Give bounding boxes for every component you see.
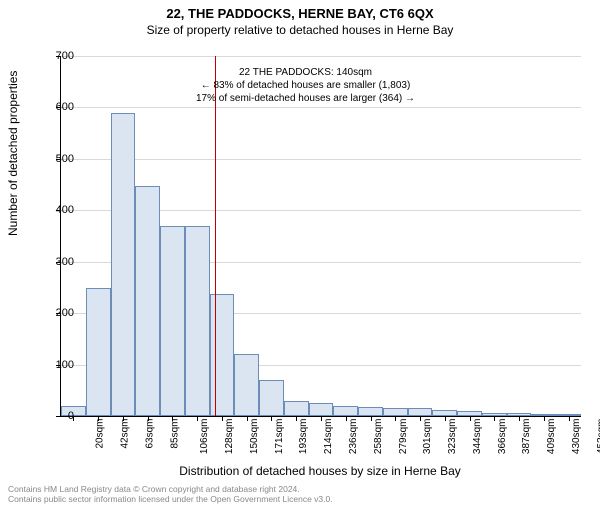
x-tick-label: 171sqm <box>274 419 285 455</box>
x-tick-label: 258sqm <box>373 419 384 455</box>
chart-title: 22, THE PADDOCKS, HERNE BAY, CT6 6QX <box>0 6 600 21</box>
x-tick-label: 409sqm <box>546 419 557 455</box>
annotation-box: 22 THE PADDOCKS: 140sqm← 83% of detached… <box>196 66 415 105</box>
annotation-line1: 22 THE PADDOCKS: 140sqm <box>196 66 415 79</box>
x-tick-label: 20sqm <box>95 419 106 449</box>
gridline <box>61 107 581 108</box>
histogram-bar <box>234 354 259 416</box>
footer-line2: Contains public sector information licen… <box>8 494 333 504</box>
x-tick-label: 430sqm <box>571 419 582 455</box>
histogram-bar <box>383 408 408 416</box>
annotation-line3: 17% of semi-detached houses are larger (… <box>196 92 415 105</box>
x-tick-label: 63sqm <box>144 419 155 449</box>
x-tick-label: 279sqm <box>398 419 409 455</box>
x-tick-mark <box>544 416 545 421</box>
x-tick-label: 214sqm <box>323 419 334 455</box>
annotation-line2: ← 83% of detached houses are smaller (1,… <box>196 79 415 92</box>
x-tick-label: 366sqm <box>497 419 508 455</box>
x-tick-mark <box>420 416 421 421</box>
y-tick-label: 600 <box>34 101 74 113</box>
x-tick-mark <box>296 416 297 421</box>
x-tick-mark <box>346 416 347 421</box>
x-tick-mark <box>321 416 322 421</box>
histogram-bar <box>284 401 309 416</box>
x-tick-label: 85sqm <box>169 419 180 449</box>
y-tick-label: 500 <box>34 153 74 165</box>
y-tick-label: 100 <box>34 359 74 371</box>
x-tick-mark <box>470 416 471 421</box>
x-axis-label: Distribution of detached houses by size … <box>60 464 580 478</box>
histogram-bar <box>160 226 185 416</box>
histogram-bar <box>135 186 160 416</box>
x-tick-mark <box>494 416 495 421</box>
y-tick-label: 200 <box>34 307 74 319</box>
x-tick-label: 323sqm <box>447 419 458 455</box>
x-tick-label: 128sqm <box>224 419 235 455</box>
x-tick-mark <box>519 416 520 421</box>
x-tick-label: 42sqm <box>120 419 131 449</box>
x-tick-label: 387sqm <box>521 419 532 455</box>
x-tick-label: 236sqm <box>348 419 359 455</box>
x-tick-mark <box>197 416 198 421</box>
x-tick-mark <box>271 416 272 421</box>
gridline <box>61 159 581 160</box>
histogram-bar <box>358 407 383 416</box>
x-tick-mark <box>123 416 124 421</box>
histogram-bar <box>309 403 334 416</box>
x-tick-mark <box>98 416 99 421</box>
histogram-bar <box>259 380 284 416</box>
x-tick-mark <box>445 416 446 421</box>
histogram-bar <box>111 113 136 416</box>
x-tick-mark <box>222 416 223 421</box>
x-tick-mark <box>172 416 173 421</box>
x-tick-mark <box>395 416 396 421</box>
y-tick-label: 0 <box>34 410 74 422</box>
x-tick-mark <box>569 416 570 421</box>
x-tick-label: 452sqm <box>596 419 600 455</box>
y-tick-label: 700 <box>34 50 74 62</box>
histogram-bar <box>210 294 235 416</box>
plot-area: 20sqm42sqm63sqm85sqm106sqm128sqm150sqm17… <box>60 56 581 417</box>
footer-line1: Contains HM Land Registry data © Crown c… <box>8 484 333 494</box>
chart-subtitle: Size of property relative to detached ho… <box>0 23 600 37</box>
footer: Contains HM Land Registry data © Crown c… <box>8 484 333 504</box>
x-tick-label: 344sqm <box>472 419 483 455</box>
x-tick-label: 193sqm <box>299 419 310 455</box>
y-axis-label: Number of detached properties <box>6 71 20 236</box>
x-tick-label: 150sqm <box>249 419 260 455</box>
x-tick-mark <box>371 416 372 421</box>
x-tick-mark <box>148 416 149 421</box>
histogram-bar <box>86 288 111 416</box>
reference-line <box>215 56 216 416</box>
x-tick-label: 301sqm <box>422 419 433 455</box>
gridline <box>61 56 581 57</box>
y-tick-label: 400 <box>34 204 74 216</box>
x-tick-label: 106sqm <box>200 419 211 455</box>
x-tick-mark <box>247 416 248 421</box>
histogram-bar <box>185 226 210 416</box>
y-tick-label: 300 <box>34 256 74 268</box>
histogram-bar <box>333 406 358 416</box>
histogram-bar <box>408 408 433 416</box>
